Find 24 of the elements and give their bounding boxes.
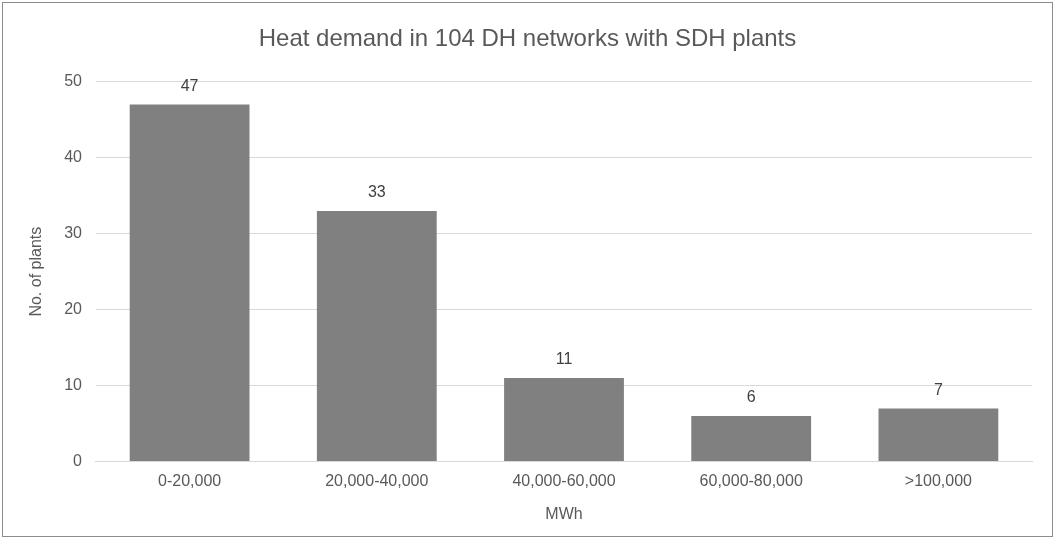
x-tick-label: 40,000-60,000 <box>512 471 616 489</box>
y-tick-label: 20 <box>64 300 83 318</box>
y-tick-label: 0 <box>73 452 83 470</box>
x-tick-label: 20,000-40,000 <box>325 471 429 489</box>
bar <box>129 104 250 462</box>
data-label: 6 <box>746 388 756 406</box>
data-label: 47 <box>180 76 199 94</box>
y-axis-title: No. of plants <box>27 226 45 317</box>
bar <box>878 408 999 462</box>
bar <box>316 210 437 462</box>
data-label: 33 <box>367 183 386 201</box>
y-tick-label: 40 <box>64 148 83 166</box>
bar <box>691 416 812 462</box>
x-tick-label: >100,000 <box>904 471 973 489</box>
y-tick-label: 50 <box>64 72 83 90</box>
bar <box>504 378 624 462</box>
y-tick-label: 30 <box>64 224 83 242</box>
chart-title: Heat demand in 104 DH networks with SDH plants <box>258 24 797 52</box>
x-tick-label: 60,000-80,000 <box>699 471 803 489</box>
x-tick-label: 0-20,000 <box>158 471 222 489</box>
data-label: 7 <box>933 380 943 398</box>
x-axis-title: MWh <box>545 504 583 522</box>
data-label: 11 <box>555 350 573 368</box>
y-tick-label: 10 <box>64 376 83 394</box>
